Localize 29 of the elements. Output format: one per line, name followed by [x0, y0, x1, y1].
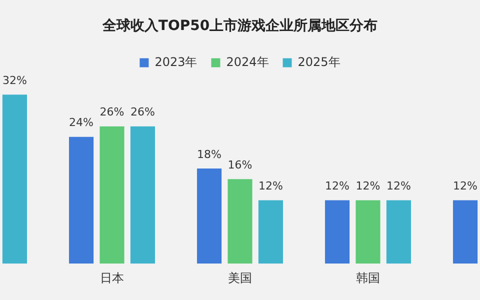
bar — [2, 94, 28, 264]
x-tick-label: 日本 — [100, 270, 124, 285]
x-tick-label: 美国 — [228, 270, 252, 285]
data-label: 26% — [100, 106, 124, 119]
data-label: 24% — [69, 116, 94, 130]
bar — [228, 179, 252, 264]
data-label: 18% — [197, 148, 222, 161]
bar — [100, 126, 124, 264]
chart-title: 全球收入TOP50上市游戏企业所属地区分布 — [101, 17, 378, 34]
data-label: 12% — [325, 180, 350, 193]
bar — [324, 200, 350, 264]
bar — [386, 200, 412, 264]
data-label: 12% — [386, 180, 411, 193]
data-label: 12% — [453, 180, 478, 193]
data-label: 12% — [258, 180, 283, 193]
data-label: 12% — [356, 180, 380, 193]
bar — [452, 200, 478, 264]
bar — [258, 200, 284, 264]
data-label: 16% — [228, 158, 252, 172]
data-label: 32% — [2, 74, 27, 87]
legend-label: 2023年 — [154, 54, 198, 69]
bar — [130, 126, 156, 264]
legend-label: 2025年 — [298, 54, 340, 69]
data-label: 26% — [130, 106, 155, 119]
bar — [196, 168, 222, 264]
bar — [68, 136, 94, 264]
x-tick-label: 韩国 — [356, 270, 380, 285]
legend-label: 2024年 — [226, 54, 269, 69]
bar — [356, 200, 380, 264]
